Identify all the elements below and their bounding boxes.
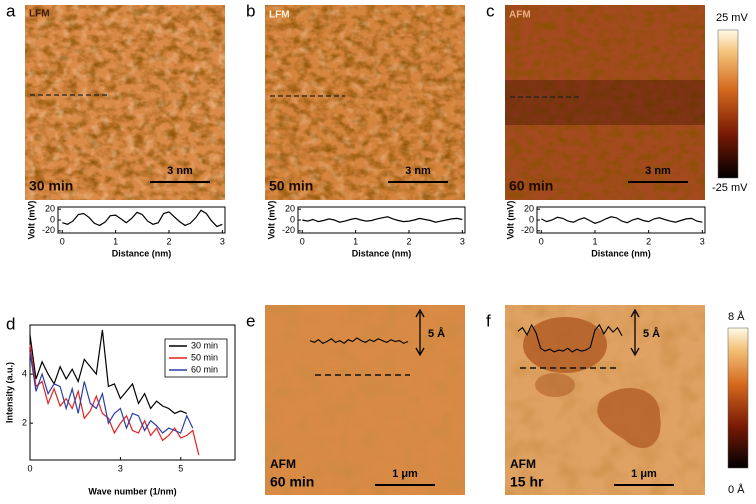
x-tick-label: 1 bbox=[592, 236, 597, 246]
y-tick-label: -20 bbox=[282, 225, 295, 235]
panel-letter: d bbox=[6, 314, 15, 333]
colorbar-max: 8 Å bbox=[728, 310, 745, 323]
x-tick-label: 2 bbox=[646, 236, 651, 246]
legend-label: 60 min bbox=[191, 364, 218, 374]
x-axis-label: Wave number (1/nm) bbox=[88, 486, 176, 496]
y-axis-label: Volt (mV) bbox=[266, 201, 276, 240]
image-c bbox=[505, 5, 705, 200]
y-tick-label: 4 bbox=[22, 368, 27, 378]
panel-letter: e bbox=[246, 311, 255, 330]
panel-letter: b bbox=[246, 1, 255, 20]
image-a bbox=[25, 5, 225, 200]
time-label: 60 min bbox=[509, 178, 553, 194]
colorbar-mv bbox=[717, 29, 739, 179]
image-f bbox=[505, 305, 705, 495]
time-label: 30 min bbox=[29, 178, 73, 194]
mode-label: AFM bbox=[510, 457, 536, 471]
x-tick-label: 1 bbox=[113, 236, 118, 246]
y-axis-label: Volt (mV) bbox=[505, 201, 515, 240]
legend-label: 50 min bbox=[191, 352, 218, 362]
panel-letter: a bbox=[6, 1, 16, 20]
inset-profile bbox=[309, 337, 409, 344]
mode-label: AFM bbox=[270, 457, 296, 471]
data-line bbox=[62, 209, 223, 228]
time-label: 50 min bbox=[269, 178, 313, 194]
image-e bbox=[265, 305, 465, 495]
step-label: 5 Å bbox=[643, 327, 660, 340]
time-label: 15 hr bbox=[510, 474, 544, 490]
x-axis-label: Distance (nm) bbox=[352, 248, 412, 258]
colorbar-angstrom bbox=[727, 327, 749, 469]
colorbar-max: 25 mV bbox=[716, 12, 748, 24]
plot-frame bbox=[297, 206, 466, 234]
x-tick-label: 3 bbox=[700, 236, 705, 246]
scale-label: 3 nm bbox=[645, 165, 671, 177]
scale-label: 1 μm bbox=[392, 468, 418, 480]
y-tick-label: 2 bbox=[22, 418, 27, 428]
x-axis-label: Distance (nm) bbox=[591, 248, 651, 258]
y-tick-label: 20 bbox=[524, 204, 534, 214]
data-line bbox=[29, 329, 188, 415]
data-line bbox=[29, 351, 194, 434]
x-tick-label: 3 bbox=[118, 463, 123, 473]
x-tick-label: 1 bbox=[353, 236, 358, 246]
mode-label: LFM bbox=[269, 10, 290, 21]
scale-label: 3 nm bbox=[405, 165, 431, 177]
x-tick-label: 3 bbox=[220, 236, 225, 246]
x-tick-label: 0 bbox=[60, 236, 65, 246]
plot-frame bbox=[29, 324, 236, 461]
y-axis-label: Intensity (a.u.) bbox=[4, 362, 14, 423]
x-tick-label: 3 bbox=[460, 236, 465, 246]
colorbar-min: -25 mV bbox=[712, 182, 748, 194]
image-b bbox=[265, 5, 465, 200]
y-tick-label: -20 bbox=[521, 225, 534, 235]
panel-letter: f bbox=[486, 311, 491, 330]
y-tick-label: 0 bbox=[290, 214, 295, 224]
y-tick-label: 0 bbox=[50, 214, 55, 224]
y-tick-label: -20 bbox=[42, 225, 55, 235]
scale-label: 1 μm bbox=[631, 468, 657, 480]
x-tick-label: 2 bbox=[406, 236, 411, 246]
y-tick-label: 0 bbox=[529, 214, 534, 224]
mode-label: LFM bbox=[29, 9, 50, 20]
x-tick-label: 5 bbox=[178, 463, 183, 473]
panel-letter: c bbox=[486, 1, 495, 20]
scale-label: 3 nm bbox=[167, 165, 193, 177]
data-line bbox=[29, 344, 200, 456]
legend-label: 30 min bbox=[191, 340, 218, 350]
y-axis-label: Volt (mV) bbox=[26, 201, 36, 240]
mode-label: AFM bbox=[509, 10, 531, 21]
x-tick-label: 2 bbox=[166, 236, 171, 246]
inset-profile bbox=[517, 323, 623, 353]
data-line bbox=[302, 216, 463, 223]
time-label: 60 min bbox=[270, 474, 314, 490]
x-tick-label: 0 bbox=[27, 463, 32, 473]
y-tick-label: 20 bbox=[45, 204, 55, 214]
y-tick-label: 20 bbox=[285, 204, 295, 214]
x-axis-label: Distance (nm) bbox=[112, 248, 172, 258]
x-tick-label: 0 bbox=[300, 236, 305, 246]
colorbar-min: 0 Å bbox=[728, 483, 745, 496]
data-line bbox=[541, 216, 703, 224]
x-tick-label: 0 bbox=[539, 236, 544, 246]
step-label: 5 Å bbox=[428, 327, 445, 340]
